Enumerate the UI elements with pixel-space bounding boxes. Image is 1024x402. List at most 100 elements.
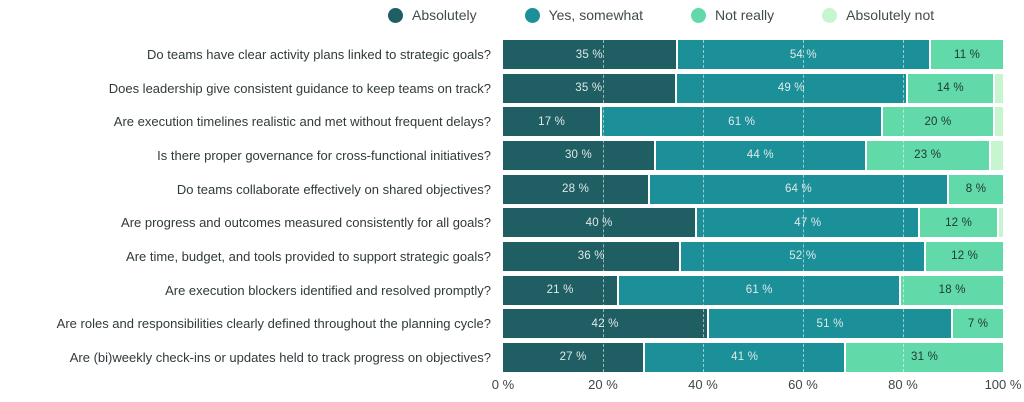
bar-segment-not-really: 8 % (946, 174, 1003, 204)
bar-segment-yes-somewhat: 52 % (679, 241, 925, 271)
bar-segment-not-really: 20 % (881, 107, 993, 137)
legend-label: Absolutely (412, 7, 477, 23)
bar-row: Are roles and responsibilities clearly d… (0, 309, 1024, 339)
legend-swatch-icon (524, 7, 540, 23)
x-tick-label: 0 % (491, 377, 515, 392)
bar-segment-absolutely-not (992, 73, 1003, 103)
bar-value-label: 44 % (746, 149, 774, 162)
bar-value-label: 35 % (575, 82, 603, 95)
bar-value-label: 51 % (816, 317, 844, 330)
bar-row: Does leadership give consistent guidance… (0, 73, 1024, 103)
legend-item-absolutely: Absolutely (388, 7, 477, 23)
row-label: Do teams have clear activity plans linke… (147, 47, 491, 62)
row-label: Are execution timelines realistic and me… (113, 114, 491, 130)
bar-value-label: 31 % (911, 351, 939, 364)
bar-segment-yes-somewhat: 64 % (648, 174, 947, 204)
legend-label: Absolutely not (846, 7, 935, 23)
bar-value-label: 35 % (575, 48, 603, 61)
bar-value-label: 61 % (728, 115, 756, 128)
bar-row: Are (bi)weekly check-ins or updates held… (0, 342, 1024, 372)
bar-segment-absolutely: 30 % (503, 140, 654, 170)
bar-value-label: 17 % (538, 115, 566, 128)
row-label: Do teams collaborate effectively on shar… (176, 181, 491, 197)
row-label: Are (bi)weekly check-ins or updates held… (69, 349, 491, 365)
row-label: Does leadership give consistent guidance… (108, 80, 491, 96)
stacked-bar: 35 % 54 % 11 % (503, 40, 1003, 69)
bar-value-label: 20 % (924, 115, 952, 128)
legend-item-not-really: Not really (691, 7, 774, 23)
bar-segment-not-really: 7 % (951, 309, 1003, 339)
bar-row: Are execution blockers identified and re… (0, 275, 1024, 305)
bar-segment-not-really: 12 % (924, 241, 1004, 271)
bar-value-label: 28 % (562, 183, 590, 196)
bar-value-label: 14 % (936, 82, 964, 95)
bar-segment-not-really: 12 % (918, 208, 997, 238)
bar-segment-absolutely: 21 % (503, 275, 618, 305)
row-label: Are time, budget, and tools provided to … (126, 248, 491, 264)
bar-segment-absolutely: 28 % (503, 174, 649, 204)
bar-segment-not-really: 11 % (929, 40, 1003, 69)
bar-segment-absolutely: 40 % (503, 208, 696, 238)
bar-segment-absolutely: 17 % (503, 107, 601, 137)
bar-value-label: 11 % (953, 48, 981, 61)
stacked-bar: 35 % 49 % 14 % (503, 73, 1003, 103)
bar-value-label: 8 % (965, 183, 987, 196)
row-label: Are roles and responsibilities clearly d… (56, 316, 491, 332)
x-tick-label: 100 % (984, 377, 1022, 392)
bar-value-label: 49 % (777, 82, 805, 95)
x-axis: 0 % 20 % 40 % 60 % 80 % 100 % (492, 377, 1022, 395)
stacked-bar: 30 % 44 % 23 % (503, 140, 1004, 170)
bar-segment-yes-somewhat: 61 % (617, 275, 900, 305)
row-label: Is there proper governance for cross-fun… (157, 147, 491, 163)
legend-swatch-icon (388, 7, 403, 23)
bar-value-label: 18 % (938, 284, 966, 297)
bar-segment-yes-somewhat: 54 % (675, 40, 930, 69)
bar-segment-yes-somewhat: 47 % (695, 208, 919, 238)
x-tick-label: 20 % (588, 377, 618, 392)
bar-segment-not-really: 18 % (899, 275, 1003, 305)
bar-segment-absolutely-not (992, 107, 1004, 137)
bar-segment-not-really: 31 % (844, 342, 1003, 372)
bar-value-label: 7 % (967, 317, 989, 330)
bar-row: Do teams collaborate effectively on shar… (0, 174, 1024, 204)
stacked-bar: 17 % 61 % 20 % (503, 107, 1004, 137)
bar-row: Are time, budget, and tools provided to … (0, 241, 1024, 271)
x-tick-label: 40 % (688, 377, 718, 392)
legend-swatch-icon (822, 7, 838, 23)
row-label: Are progress and outcomes measured consi… (121, 215, 491, 231)
bar-value-label: 27 % (559, 351, 587, 364)
chart-legend: Absolutely Yes, somewhat Not really Absolut… (388, 7, 934, 23)
bar-value-label: 54 % (789, 48, 817, 61)
stacked-bar: 40 % 47 % 12 % (503, 208, 1003, 238)
bar-value-label: 61 % (745, 284, 773, 297)
bar-segment-yes-somewhat: 51 % (707, 309, 952, 339)
legend-item-absolutely-not: Absolutely not (822, 7, 934, 23)
bar-value-label: 41 % (731, 351, 759, 364)
bar-segment-yes-somewhat: 44 % (653, 140, 865, 170)
stacked-bar: 28 % 64 % 8 % (503, 174, 1003, 204)
bar-segment-absolutely: 42 % (503, 309, 708, 339)
legend-item-yes-somewhat: Yes, somewhat (524, 7, 643, 23)
bar-segment-absolutely: 36 % (503, 241, 680, 271)
bar-segment-yes-somewhat: 61 % (600, 107, 882, 137)
bar-value-label: 64 % (784, 183, 812, 196)
x-tick-label: 60 % (788, 377, 818, 392)
bar-value-label: 30 % (564, 149, 592, 162)
stacked-bar: 21 % 61 % 18 % (503, 275, 1003, 305)
bar-row: Do teams have clear activity plans linke… (0, 40, 1024, 69)
bar-value-label: 52 % (789, 250, 817, 263)
bar-value-label: 36 % (577, 250, 605, 263)
bar-row: Is there proper governance for cross-fun… (0, 140, 1024, 170)
bar-segment-yes-somewhat: 49 % (674, 73, 906, 103)
bar-segment-absolutely: 35 % (503, 73, 675, 103)
legend-swatch-icon (691, 7, 707, 23)
bar-value-label: 12 % (951, 250, 979, 263)
bar-segment-not-really: 23 % (864, 140, 989, 170)
legend-label: Not really (715, 7, 775, 23)
bar-value-label: 21 % (546, 284, 574, 297)
bar-segment-absolutely-not (996, 208, 1003, 238)
x-tick-label: 80 % (888, 377, 918, 392)
bar-segment-absolutely-not (988, 140, 1004, 170)
bar-segment-absolutely: 35 % (503, 40, 676, 69)
